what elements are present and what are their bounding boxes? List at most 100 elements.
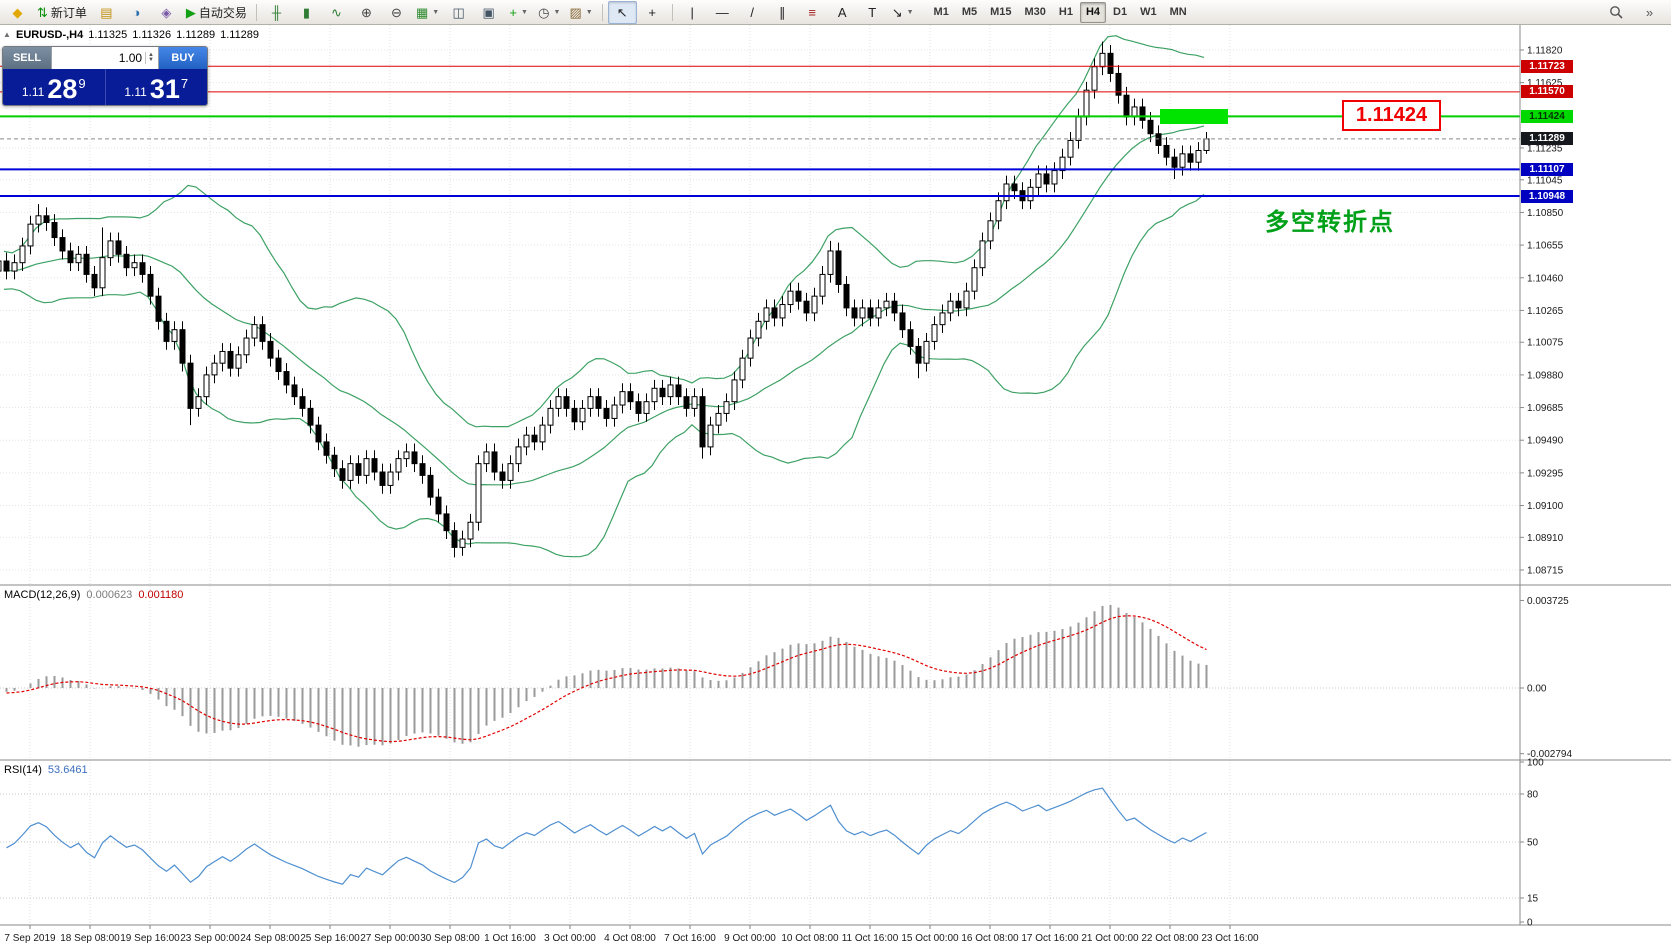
one-click-trading-panel: SELL 1.00 ▲ ▼ BUY 1.11 28 9 1.11 31 7 — [2, 46, 208, 106]
new-chart-icon[interactable]: ▦ ▼ — [412, 1, 443, 24]
candle-up — [787, 290, 794, 306]
sell-price-display[interactable]: 1.11 28 9 — [3, 69, 106, 105]
candle-up — [1035, 173, 1042, 188]
price-axis-label: 1.09685 — [1527, 403, 1564, 414]
highlight-rectangle[interactable] — [1160, 109, 1228, 124]
macd-value-signal: 0.001180 — [138, 589, 184, 601]
templates-icon-dropdown-icon[interactable]: ▼ — [585, 8, 593, 16]
new-order-button[interactable]: ⇅ 新订单 — [33, 1, 91, 24]
app-icon-glyph: ◆ — [12, 4, 23, 20]
price-callout-label[interactable]: 1.11424 — [1342, 100, 1441, 131]
time-axis-label: 15 Oct 00:00 — [901, 933, 959, 944]
equidistant-channel-icon[interactable]: ∥ — [768, 1, 797, 24]
candle-up — [939, 312, 946, 326]
volume-input[interactable]: 1.00 ▲ ▼ — [51, 47, 159, 69]
candle-up — [211, 362, 218, 376]
candle-down — [443, 513, 450, 532]
sell-button[interactable]: SELL — [3, 47, 51, 69]
indicators-icon[interactable]: + ▼ — [504, 1, 533, 24]
text-label-icon[interactable]: T — [858, 1, 887, 24]
candle-up — [819, 273, 826, 297]
templates-icon-glyph: ▨ — [569, 4, 582, 20]
rsi-axis-label: 100 — [1527, 758, 1544, 769]
time-axis-label: 21 Oct 00:00 — [1081, 933, 1139, 944]
timeframe-button-w1[interactable]: W1 — [1140, 6, 1157, 18]
candle-down — [267, 340, 274, 359]
periods-icon[interactable]: ◷ ▼ — [534, 1, 564, 24]
timeframe-button-h4[interactable]: H4 — [1079, 1, 1107, 23]
time-axis-label: 16 Oct 08:00 — [961, 933, 1019, 944]
macd-axis-label: -0.002794 — [1527, 749, 1572, 760]
templates-icon[interactable]: ▨ ▼ — [565, 1, 596, 24]
horizontal-line-icon[interactable]: — — [708, 1, 737, 24]
candle-up — [1051, 170, 1058, 185]
zoom-in-icon[interactable]: ⊕ — [352, 1, 381, 24]
tile-windows-icon[interactable]: ◫ — [444, 1, 473, 24]
price-axis-label: 1.08715 — [1527, 565, 1564, 576]
candle-down — [1043, 173, 1050, 185]
trend-turning-point-annotation[interactable]: 多空转折点 — [1265, 209, 1395, 236]
candle-up — [107, 240, 114, 259]
candle-up — [467, 521, 474, 540]
timeframe-button-h1[interactable]: H1 — [1058, 6, 1073, 18]
line-chart-icon[interactable]: ∿ — [322, 1, 351, 24]
text-icon[interactable]: A — [828, 1, 857, 24]
one-click-collapse-button[interactable]: ▲ — [3, 30, 11, 39]
time-axis-label: 19 Sep 16:00 — [120, 933, 180, 944]
volume-spinner[interactable]: ▲ ▼ — [145, 52, 156, 64]
cursor-icon[interactable]: ↖ — [607, 0, 637, 24]
spinner-down-icon[interactable]: ▼ — [148, 57, 154, 63]
candle-down — [283, 371, 290, 386]
spinner-up-icon[interactable]: ▲ — [148, 52, 154, 58]
candle-up — [875, 307, 882, 319]
buy-price-display[interactable]: 1.11 31 7 — [106, 69, 208, 105]
time-axis-label: 3 Oct 00:00 — [544, 933, 596, 944]
timeframe-button-m5[interactable]: M5 — [961, 6, 978, 18]
symbol-search-icon[interactable] — [1602, 1, 1631, 24]
candle-up — [963, 290, 970, 309]
arrows-icon[interactable]: ↘ ▼ — [888, 1, 918, 24]
timeframe-button-mn[interactable]: MN — [1169, 6, 1187, 18]
macd-name: MACD(12,26,9) — [4, 589, 81, 601]
navigator-icon[interactable]: ◈ — [152, 1, 181, 24]
rsi-panel — [0, 787, 1520, 899]
candle-down — [907, 329, 914, 347]
fibonacci-icon[interactable]: ≡ — [798, 1, 827, 24]
candle-up — [579, 407, 586, 423]
candle-up — [723, 401, 730, 414]
candlestick-icon[interactable]: ▮ — [292, 1, 321, 24]
timeframe-button-m30[interactable]: M30 — [1024, 6, 1046, 18]
timeframe-button-d1[interactable]: D1 — [1113, 6, 1128, 18]
sell-price-pip: 9 — [78, 76, 86, 91]
crosshair-icon[interactable]: + — [638, 1, 667, 24]
periods-icon-dropdown-icon[interactable]: ▼ — [553, 8, 561, 16]
bar-chart-icon[interactable]: ╫ — [262, 1, 291, 24]
market-watch-icon[interactable]: ◑ — [122, 1, 151, 24]
arrange-windows-icon[interactable]: ▣ — [474, 1, 503, 24]
timeframe-button-m15[interactable]: M15 — [990, 6, 1012, 18]
arrows-icon-dropdown-icon[interactable]: ▼ — [906, 8, 914, 16]
market-watch-icon-glyph: ◑ — [132, 4, 141, 20]
candle-up — [667, 384, 674, 398]
timeframe-button-m1[interactable]: M1 — [933, 6, 949, 18]
candle-down — [499, 471, 506, 481]
buy-button[interactable]: BUY — [159, 47, 207, 69]
vertical-line-icon[interactable]: | — [678, 1, 707, 24]
indicators-icon-dropdown-icon[interactable]: ▼ — [521, 8, 528, 16]
candle-down — [83, 253, 90, 275]
candle-up — [0, 260, 2, 272]
profiles-icon[interactable]: ▤ — [92, 1, 121, 24]
text-label-icon-glyph: T — [868, 4, 877, 20]
candle-down — [51, 221, 58, 239]
candle-down — [307, 407, 314, 426]
time-axis-label: 22 Oct 08:00 — [1141, 933, 1199, 944]
autotrading-button[interactable]: ▶ 自动交易 — [182, 1, 251, 24]
toolbar-more-icon[interactable]: » — [1645, 4, 1654, 20]
toolbar-separator — [255, 3, 257, 21]
time-axis-label: 9 Oct 00:00 — [724, 933, 776, 944]
zoom-out-icon[interactable]: ⊖ — [382, 1, 411, 24]
candle-down — [531, 434, 538, 443]
trendline-icon[interactable]: / — [738, 1, 767, 24]
new-chart-icon-dropdown-icon[interactable]: ▼ — [432, 8, 440, 16]
time-axis-label: 1 Oct 16:00 — [484, 933, 536, 944]
